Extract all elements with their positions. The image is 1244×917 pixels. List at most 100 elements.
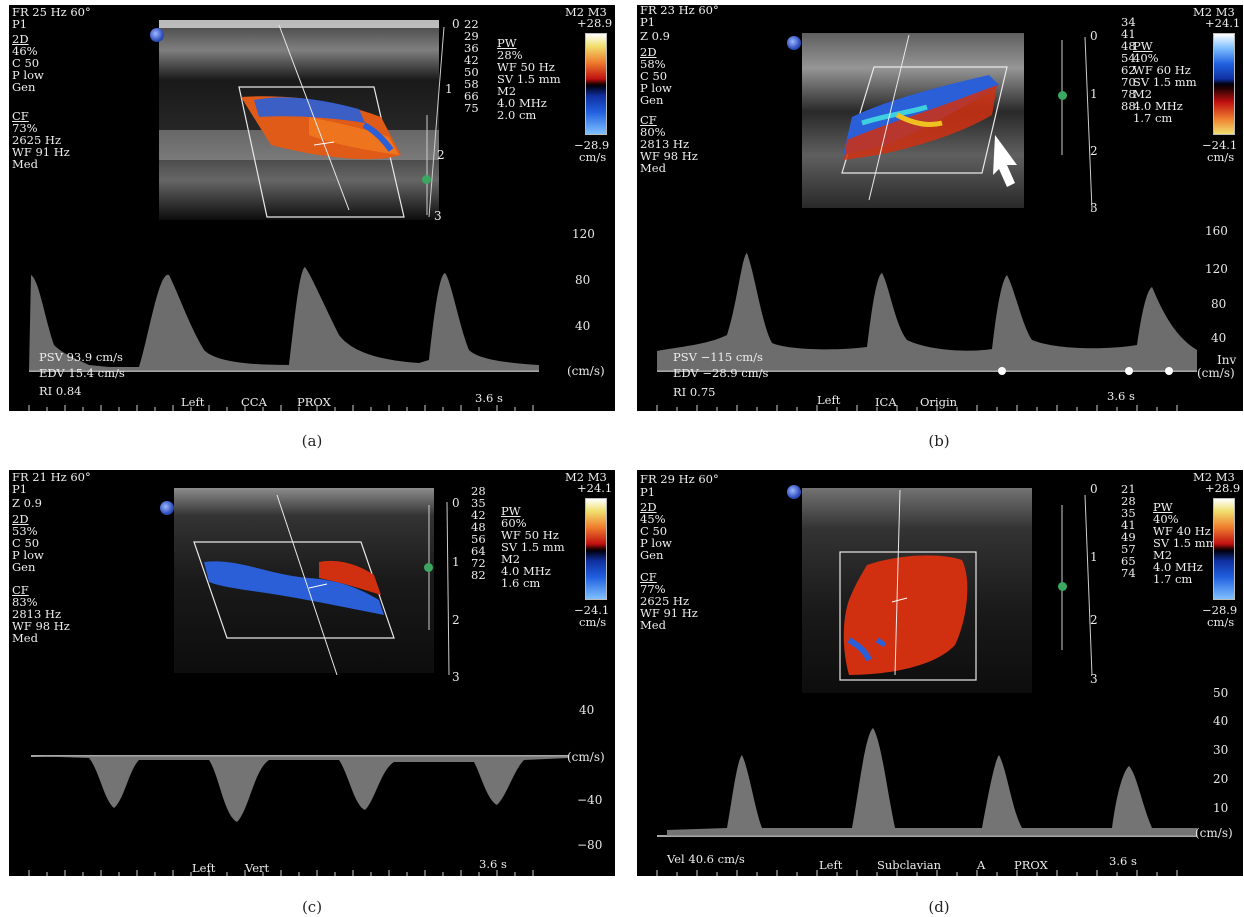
flow-red [319,560,381,595]
depth-tick: 3 [434,209,442,223]
ultrasound-panel-a: FR 25 Hz 60° P1 2D 46% C 50 P low Gen CF… [9,5,615,411]
depth-number: 82 [471,568,486,582]
param-zoom: Z 0.9 [12,496,42,510]
velocity-tick: 120 [1205,262,1228,276]
param-2d: 2D [12,512,29,526]
depth-tick: 2 [437,148,445,162]
time-ticks [656,405,1178,411]
color-box [839,551,977,681]
vessel-label: Vert [245,861,270,875]
depth-number: 64 [471,544,486,558]
panel-c-graphics [28,488,569,876]
mode-label: M2 M3 [1193,470,1235,484]
param-2d: 2D [12,32,29,46]
depth-number: 29 [464,29,479,43]
time-ticks [656,870,1178,876]
depth-number: 70 [1121,75,1136,89]
depth-number: 49 [1121,530,1136,544]
sample-marker-icon [422,175,431,184]
vessel-label: Subclavian [877,858,942,872]
doppler-cursor [278,24,350,211]
vessel-label: CCA [241,395,267,409]
scale-bottom: −24.1 [1202,138,1238,152]
pw-title: PW [497,36,517,50]
time-label: 3.6 s [475,391,503,405]
depth-tick: 1 [445,82,453,96]
depth-number: 28 [1121,494,1136,508]
caption-b: (b) [928,432,950,450]
pw-title: PW [501,504,521,518]
color-box [238,86,405,218]
velocity-tick: 40 [1211,331,1227,345]
pw-param: 28% [497,48,523,62]
probe-icon [150,28,164,42]
param-2d-gain: 58% [640,57,666,71]
measurement-psv: PSV −115 cm/s [673,350,763,364]
pw-param: 4.0 MHz [497,96,547,110]
pw-param: 4.0 MHz [501,564,551,578]
param-cf: CF [12,109,29,123]
param-prf: 2625 Hz [640,594,690,608]
doppler-cursor [894,489,901,676]
pw-param: M2 [1153,548,1173,562]
ultrasound-panel-d: FR 29 Hz 60° P1 2D 45% C 50 P low Gen CF… [637,470,1243,876]
measurement-ri: RI 0.84 [39,384,82,398]
param-cf-gain: 83% [12,595,38,609]
mode-label: M2 M3 [565,470,607,484]
panel-d-graphics [656,488,1197,876]
velocity-tick: 50 [1213,686,1229,700]
velocity-tick: −80 [577,838,603,852]
depth-tick: 3 [1090,201,1098,215]
probe-icon [160,501,174,515]
pw-param: WF 50 Hz [501,528,559,542]
param-cf-gain: 80% [640,125,666,139]
spectral-waveform [657,253,1197,371]
depth-tick: 2 [452,613,460,627]
vessel-label: Left [192,861,216,875]
color-scale-bar [1213,498,1235,600]
depth-number: 50 [464,65,479,79]
vessel-label: ICA [875,395,897,409]
velocity-tick: 120 [572,227,595,241]
param-c: C 50 [640,524,668,538]
param-2d-gain: 45% [640,512,666,526]
depth-number: 54 [1121,51,1136,65]
color-box [193,541,395,639]
time-ticks [28,405,534,411]
vessel-label: Origin [920,395,958,409]
pw-param: WF 60 Hz [1133,63,1191,77]
invert-label: Inv [1217,353,1237,367]
frame-rate: FR 25 Hz 60° [12,5,91,19]
scale-top: +28.9 [577,16,613,30]
depth-number: 62 [1121,63,1136,77]
measurement-edv: EDV 15.4 cm/s [39,366,125,380]
depth-number: 66 [464,89,479,103]
scale-unit: cm/s [1207,615,1235,629]
vessel-label: A [977,858,986,872]
scale-unit: cm/s [579,615,607,629]
caption-c: (c) [301,898,323,916]
color-scale-bar [585,498,607,600]
velocity-tick: −40 [577,793,603,807]
time-ticks [28,870,534,876]
depth-number: 58 [464,77,479,91]
spectral-waveform [667,728,1197,836]
spectral-waveform [31,756,569,822]
depth-number: 41 [1121,27,1136,41]
caption-a: (a) [301,432,323,450]
sample-marker-icon [1058,582,1067,591]
param-p-low: P low [12,548,44,562]
pw-param: M2 [1133,87,1153,101]
depth-number: 22 [464,17,479,31]
param-cf: CF [640,570,657,584]
pw-param: SV 1.5 mm [497,72,561,86]
velocity-tick: 40 [575,319,591,333]
scale-unit: cm/s [1207,150,1235,164]
param-p: P1 [12,17,28,31]
param-cf: CF [12,583,29,597]
velocity-tick: 160 [1205,224,1228,238]
pw-param: 4.0 MHz [1153,560,1203,574]
depth-tick: 0 [452,17,460,31]
mode-label: M2 M3 [565,5,607,19]
pw-param: WF 50 Hz [497,60,555,74]
